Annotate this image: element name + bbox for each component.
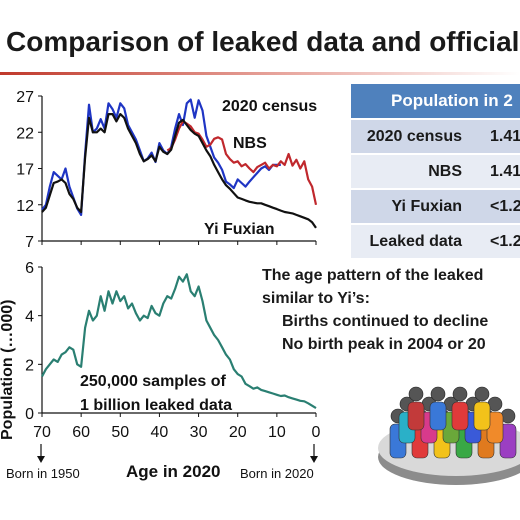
table-row: Leaked data <1.2 bbox=[351, 223, 520, 258]
person-head bbox=[408, 386, 424, 402]
row-value: 1.41 bbox=[476, 153, 520, 188]
series-label-census: 2020 census bbox=[222, 98, 317, 115]
x-tick-label: 30 bbox=[190, 424, 208, 441]
table-row: Yi Fuxian <1.2 bbox=[351, 188, 520, 223]
series-line-yi-fuxian bbox=[41, 112, 317, 229]
note-line-1: The age pattern of the leaked bbox=[262, 267, 484, 284]
y-tick-label: 6 bbox=[25, 260, 34, 277]
chart-labels: 2020 census NBS Yi Fuxian 250,000 sample… bbox=[0, 98, 318, 481]
x-tick-label: 60 bbox=[72, 424, 90, 441]
born-1950-label: Born in 1950 bbox=[6, 466, 80, 481]
y-tick-label: 17 bbox=[16, 162, 34, 179]
x-axis-title: Age in 2020 bbox=[126, 462, 221, 481]
population-table-header: Population in 2 bbox=[351, 84, 520, 118]
top-line-chart: 7 12 17 22 27 bbox=[16, 89, 318, 251]
y-tick-label: 2 bbox=[25, 357, 34, 374]
x-tick-label: 40 bbox=[151, 424, 169, 441]
note-line-3: Births continued to decline bbox=[282, 313, 489, 330]
y-tick-label: 12 bbox=[16, 198, 34, 215]
findings-note: The age pattern of the leaked similar to… bbox=[262, 264, 488, 356]
person-body bbox=[407, 401, 425, 431]
person-body bbox=[473, 401, 491, 431]
note-line-2: similar to Yi’s: bbox=[262, 290, 370, 307]
person-head bbox=[452, 386, 468, 402]
row-value: <1.2 bbox=[476, 188, 520, 223]
y-tick-label: 22 bbox=[16, 125, 34, 142]
person-body bbox=[429, 401, 447, 431]
note-line-4: No birth peak in 2004 or 20 bbox=[282, 336, 486, 353]
row-source: NBS bbox=[351, 153, 476, 188]
born-2020-label: Born in 2020 bbox=[240, 466, 314, 481]
x-tick-label: 20 bbox=[229, 424, 247, 441]
x-tick-label: 70 bbox=[33, 424, 51, 441]
born-1950-arrow bbox=[37, 444, 45, 463]
y-axis-title: Population (…000) bbox=[0, 300, 16, 440]
x-tick-label: 0 bbox=[312, 424, 321, 441]
y-tick-label: 7 bbox=[25, 234, 34, 251]
series-line-2020-census bbox=[41, 98, 281, 216]
table-row: NBS 1.41 bbox=[351, 153, 520, 188]
population-table: Population in 2 2020 census 1.41 NBS 1.4… bbox=[351, 84, 520, 258]
series-label-nbs: NBS bbox=[233, 135, 267, 152]
x-tick-label: 10 bbox=[268, 424, 286, 441]
person-body bbox=[451, 401, 469, 431]
x-tick-label: 50 bbox=[111, 424, 129, 441]
bottom-annotation-line-1: 250,000 samples of bbox=[80, 373, 227, 390]
y-tick-label: 4 bbox=[25, 309, 34, 326]
row-source: Leaked data bbox=[351, 223, 476, 258]
row-value: 1.41 bbox=[476, 118, 520, 153]
title-underline bbox=[0, 72, 520, 75]
row-value: <1.2 bbox=[476, 223, 520, 258]
person-head bbox=[474, 386, 490, 402]
bottom-annotation-line-2: 1 billion leaked data bbox=[80, 397, 232, 414]
born-2020-arrow bbox=[310, 444, 318, 463]
y-tick-label: 27 bbox=[16, 89, 34, 106]
table-row: 2020 census 1.41 bbox=[351, 118, 520, 153]
row-source: 2020 census bbox=[351, 118, 476, 153]
row-source: Yi Fuxian bbox=[351, 188, 476, 223]
slide-title: Comparison of leaked data and official d bbox=[6, 26, 520, 57]
series-line-nbs bbox=[166, 120, 318, 206]
series-label-yi-fuxian: Yi Fuxian bbox=[204, 221, 275, 238]
series-line-leaked-data bbox=[41, 273, 317, 410]
bottom-line-chart: 0 2 4 6 70 60 50 40 30 20 10 0 bbox=[25, 260, 320, 441]
person-head bbox=[430, 386, 446, 402]
people-group-icon bbox=[378, 386, 520, 485]
y-tick-label: 0 bbox=[25, 406, 34, 423]
